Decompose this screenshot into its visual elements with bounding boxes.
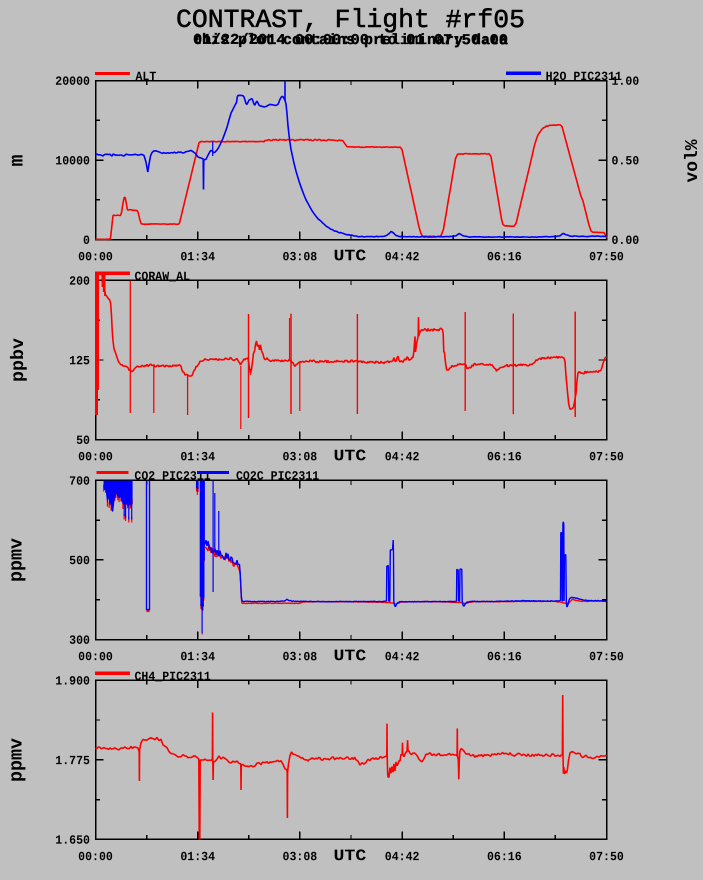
svg-text:125: 125 bbox=[69, 354, 90, 368]
svg-text:CH4_PIC2311: CH4_PIC2311 bbox=[134, 670, 210, 684]
svg-text:300: 300 bbox=[69, 634, 90, 648]
svg-text:CO2C_PIC2311: CO2C_PIC2311 bbox=[236, 470, 319, 484]
svg-text:06:16: 06:16 bbox=[487, 250, 522, 264]
svg-text:UTC: UTC bbox=[333, 847, 366, 865]
svg-text:m: m bbox=[6, 154, 29, 166]
svg-text:vol%: vol% bbox=[683, 139, 703, 182]
svg-text:1.650: 1.650 bbox=[55, 834, 90, 848]
svg-text:10000: 10000 bbox=[55, 154, 90, 168]
svg-text:500: 500 bbox=[69, 554, 90, 568]
svg-text:H2O_PIC2311: H2O_PIC2311 bbox=[546, 70, 622, 84]
svg-text:CO2_PIC2311: CO2_PIC2311 bbox=[134, 470, 210, 484]
svg-text:04:42: 04:42 bbox=[385, 250, 420, 264]
svg-text:this plot contains preliminary: this plot contains preliminary data bbox=[193, 32, 508, 49]
svg-text:04:42: 04:42 bbox=[385, 650, 420, 664]
svg-text:0.50: 0.50 bbox=[611, 154, 639, 168]
svg-text:20000: 20000 bbox=[55, 75, 90, 89]
svg-text:01:34: 01:34 bbox=[180, 250, 215, 264]
svg-text:03:08: 03:08 bbox=[283, 450, 318, 464]
svg-text:ALT: ALT bbox=[135, 70, 156, 84]
svg-text:CORAW_AL: CORAW_AL bbox=[134, 270, 190, 284]
svg-text:0: 0 bbox=[83, 234, 90, 248]
svg-text:700: 700 bbox=[69, 475, 90, 489]
svg-text:01:34: 01:34 bbox=[180, 450, 215, 464]
svg-text:01:34: 01:34 bbox=[180, 650, 215, 664]
svg-text:03:08: 03:08 bbox=[283, 650, 318, 664]
svg-text:ppmv: ppmv bbox=[5, 737, 27, 782]
svg-text:07:50: 07:50 bbox=[589, 650, 624, 664]
svg-text:UTC: UTC bbox=[333, 647, 366, 665]
svg-text:00:00: 00:00 bbox=[78, 650, 113, 664]
svg-text:06:16: 06:16 bbox=[487, 650, 522, 664]
svg-text:1.775: 1.775 bbox=[55, 754, 90, 768]
svg-text:200: 200 bbox=[69, 275, 90, 289]
svg-text:04:42: 04:42 bbox=[385, 850, 420, 864]
svg-text:1.900: 1.900 bbox=[55, 674, 90, 688]
svg-text:07:50: 07:50 bbox=[589, 850, 624, 864]
svg-text:00:00: 00:00 bbox=[78, 450, 113, 464]
svg-text:06:16: 06:16 bbox=[487, 850, 522, 864]
svg-text:07:50: 07:50 bbox=[589, 250, 624, 264]
svg-text:ppbv: ppbv bbox=[9, 338, 29, 382]
svg-text:UTC: UTC bbox=[333, 247, 366, 265]
svg-text:UTC: UTC bbox=[333, 447, 366, 465]
svg-text:00:00: 00:00 bbox=[78, 250, 113, 264]
svg-text:50: 50 bbox=[76, 434, 90, 448]
svg-text:03:08: 03:08 bbox=[283, 850, 318, 864]
svg-text:0.00: 0.00 bbox=[611, 234, 639, 248]
svg-text:01:34: 01:34 bbox=[180, 850, 215, 864]
svg-text:ppmv: ppmv bbox=[5, 537, 27, 582]
svg-text:03:08: 03:08 bbox=[283, 250, 318, 264]
svg-text:CONTRAST, Flight #rf05: CONTRAST, Flight #rf05 bbox=[176, 5, 525, 35]
svg-text:04:42: 04:42 bbox=[385, 450, 420, 464]
svg-text:07:50: 07:50 bbox=[589, 450, 624, 464]
svg-text:01/22/2014 00:00:00 to 01 07:5: 01/22/2014 00:00:00 to 01 07:50:00 bbox=[193, 32, 508, 49]
svg-text:1.00: 1.00 bbox=[611, 75, 639, 89]
svg-text:00:00: 00:00 bbox=[78, 850, 113, 864]
svg-text:06:16: 06:16 bbox=[487, 450, 522, 464]
